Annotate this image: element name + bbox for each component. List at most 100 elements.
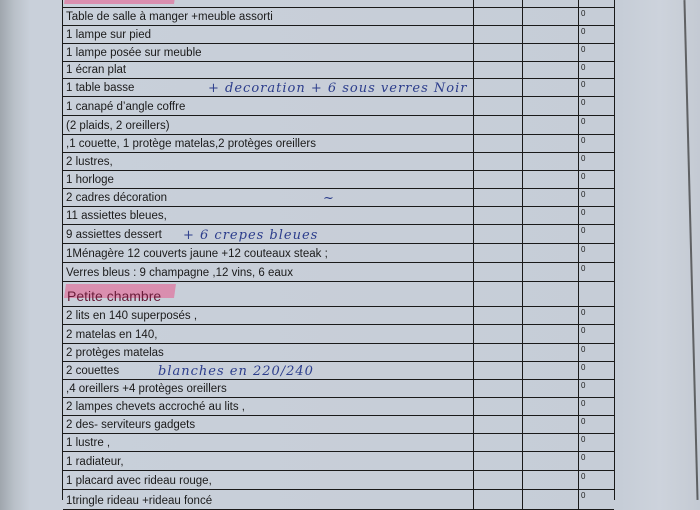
cell-item: 2 couettes blanches en 220/240 [63, 362, 474, 379]
cell-item: 1 table basse + decoration + 6 sous verre… [63, 79, 474, 96]
cell-empty [474, 398, 523, 415]
cell-item: 2 cadres décoration ~ [63, 189, 474, 206]
cell-value: 0 [579, 344, 614, 361]
cell-empty [474, 325, 523, 343]
table-row: (2 plaids, 2 oreillers) 0 [63, 116, 614, 135]
cell-empty [474, 207, 523, 224]
item-text: Verres bleus : 9 champagne ,12 vins, 6 e… [66, 267, 293, 279]
cell-item: (2 plaids, 2 oreillers) [63, 116, 474, 134]
item-text: 1 écran plat [66, 64, 127, 76]
cell-empty [474, 26, 523, 43]
cell-empty [523, 380, 579, 397]
cell-value: 0 [579, 135, 614, 152]
item-value: 0 [581, 345, 586, 354]
cell-empty [523, 225, 579, 243]
item-text: 2 cadres décoration [66, 192, 168, 204]
cell-item: 1 radiateur, [63, 452, 474, 470]
table-row: ,1 couette, 1 protège matelas,2 protèges… [63, 135, 614, 153]
table-row: Verres bleus : 9 champagne ,12 vins, 6 e… [63, 263, 614, 282]
cell-empty [474, 344, 523, 361]
cell-empty [474, 362, 523, 379]
cell-value: 0 [579, 189, 614, 206]
cell-value: 0 [579, 153, 614, 170]
table-row: 2 protèges matelas 0 [63, 344, 614, 362]
item-value: 0 [581, 80, 586, 89]
cell-empty [523, 171, 579, 188]
cell-item: Table de salle à manger +meuble assorti [63, 8, 474, 25]
cell-empty [523, 26, 579, 43]
table-row: 2 lampes chevets accroché au lits , 0 [63, 398, 614, 416]
cell-empty [523, 416, 579, 433]
item-value: 0 [581, 491, 586, 500]
item-text: 2 couettes [66, 365, 120, 377]
table-row: 1 canapé d’angle coffre 0 [63, 97, 614, 116]
item-value: 0 [581, 45, 586, 54]
cell-empty [523, 325, 579, 343]
handwritten-note: ~ [323, 191, 335, 206]
table-row: 1 horloge 0 [63, 171, 614, 189]
table-row: Table de salle à manger +meuble assorti 0 [63, 8, 614, 26]
cell-empty [474, 79, 523, 96]
item-text: 1tringle rideau +rideau foncé [66, 495, 213, 507]
table-row: 2 matelas en 140, 0 [63, 325, 614, 344]
item-text: 1 radiateur, [66, 456, 124, 468]
paper-edge [683, 0, 699, 500]
cell-empty [474, 471, 523, 489]
cell-value: 0 [579, 490, 614, 509]
table-row: 9 assiettes dessert + 6 crepes bleues 0 [63, 225, 614, 244]
item-text: 1 lampe posée sur meuble [66, 47, 202, 59]
cell [63, 0, 474, 7]
cell-value: 0 [579, 26, 614, 43]
cell-value: 0 [579, 97, 614, 115]
item-text: 2 des- serviteurs gadgets [66, 419, 196, 431]
table-row: 1 lampe posée sur meuble 0 [63, 44, 614, 62]
item-text: 1 placard avec rideau rouge, [66, 475, 212, 487]
item-value: 0 [581, 326, 586, 335]
item-value: 0 [581, 208, 586, 217]
item-text: 1 table basse [66, 82, 135, 94]
item-text: Table de salle à manger +meuble assorti [66, 11, 273, 23]
item-value: 0 [581, 435, 586, 444]
cell-empty [474, 244, 523, 262]
item-value: 0 [581, 453, 586, 462]
table-row: 2 couettes blanches en 220/240 0 [63, 362, 614, 380]
cell-empty [474, 307, 523, 324]
item-text: (2 plaids, 2 oreillers) [66, 120, 170, 132]
item-value: 0 [581, 226, 586, 235]
item-value: 0 [581, 381, 586, 390]
cell-empty [523, 62, 579, 78]
cell-value: 0 [579, 362, 614, 379]
cell-item: ,1 couette, 1 protège matelas,2 protèges… [63, 135, 474, 152]
table-row: 2 cadres décoration ~0 [63, 189, 614, 207]
item-text: 2 protèges matelas [66, 347, 164, 359]
table-row: 2 des- serviteurs gadgets 0 [63, 416, 614, 434]
cell-empty [474, 263, 523, 281]
cell-item: 1 placard avec rideau rouge, [63, 471, 474, 489]
table-row: ,4 oreillers +4 protèges oreillers 0 [63, 380, 614, 398]
cell-empty [523, 434, 579, 451]
item-value: 0 [581, 154, 586, 163]
item-value: 0 [581, 172, 586, 181]
cell-item: 2 des- serviteurs gadgets [63, 416, 474, 433]
item-value: 0 [581, 190, 586, 199]
highlight-mark [64, 0, 176, 4]
cell-value: 0 [579, 8, 614, 25]
item-value: 0 [581, 98, 586, 107]
cell-empty [523, 79, 579, 96]
cell-value: 0 [579, 398, 614, 415]
cell-item: 2 lampes chevets accroché au lits , [63, 398, 474, 415]
cell-value: 0 [579, 207, 614, 224]
cell-value: 0 [579, 263, 614, 281]
cell-value: 0 [579, 44, 614, 61]
table-row: 11 assiettes bleues, 0 [63, 207, 614, 225]
table-row: 2 lustres, 0 [63, 153, 614, 171]
item-value: 0 [581, 9, 586, 18]
cell-empty [474, 380, 523, 397]
table-row: 1 table basse + decoration + 6 sous verre… [63, 79, 614, 97]
cell-empty [523, 135, 579, 152]
cell-empty [523, 153, 579, 170]
cell-item: 2 lits en 140 superposés , [63, 307, 474, 324]
inventory-table: Table de salle à manger +meuble assorti 0… [62, 0, 615, 510]
cell-value: 0 [579, 171, 614, 188]
cell-value: 0 [579, 307, 614, 324]
